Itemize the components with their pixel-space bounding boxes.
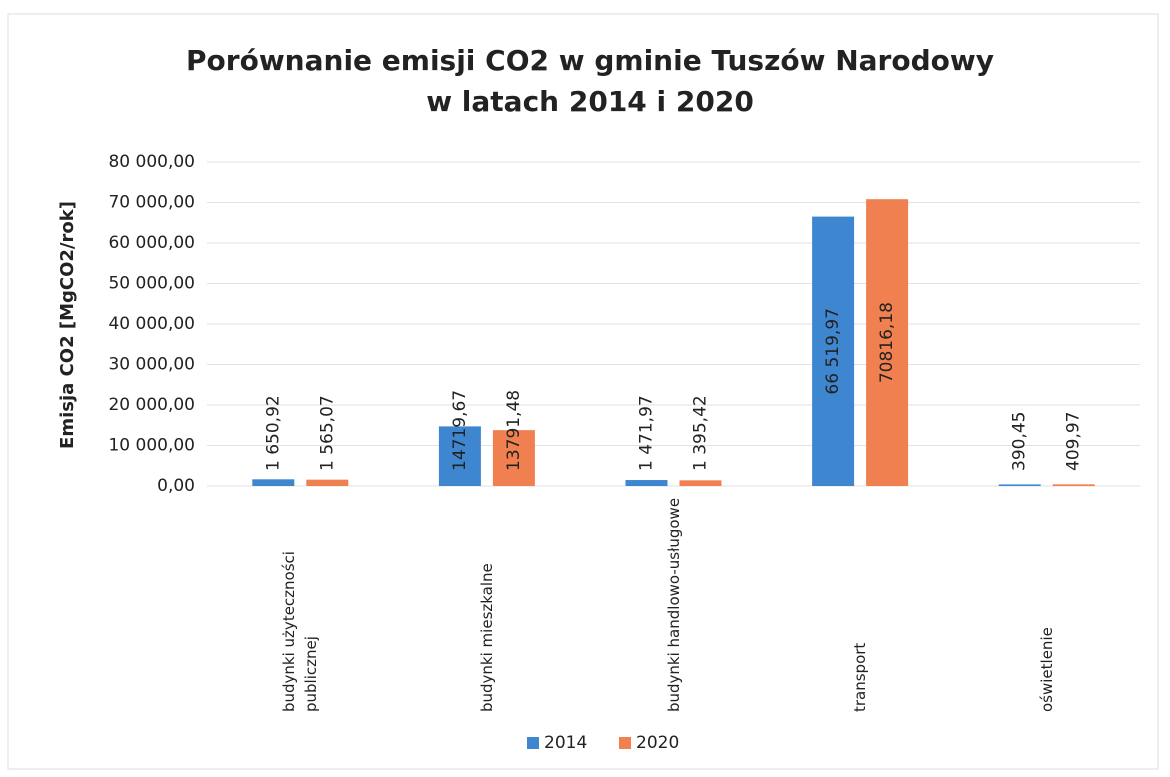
y-tick-label: 60 000,00 — [108, 233, 195, 253]
bar — [679, 480, 722, 486]
data-label: 70816,18 — [877, 302, 897, 383]
bar — [625, 480, 668, 486]
x-tick-label: budynki handlowo-usługowe — [664, 497, 683, 712]
bar — [438, 426, 481, 486]
y-tick-label: 0,00 — [157, 476, 195, 496]
data-label: 409,97 — [1064, 412, 1084, 471]
legend-swatch — [527, 737, 539, 749]
data-label: 1 565,07 — [317, 395, 337, 471]
data-label: 1 395,42 — [691, 395, 711, 471]
y-tick-label: 10 000,00 — [108, 436, 195, 456]
data-label: 14719,67 — [450, 390, 470, 471]
bar — [998, 484, 1041, 486]
x-tick-label: budynki mieszkalne — [477, 563, 496, 712]
y-tick-label: 30 000,00 — [108, 355, 195, 375]
chart-title: Porównanie emisji CO2 w gminie Tuszów Na… — [186, 44, 994, 77]
bar — [1052, 484, 1095, 486]
legend-label: 2020 — [636, 733, 679, 753]
x-tick-label: transport — [851, 642, 870, 712]
data-label: 1 471,97 — [637, 395, 657, 471]
y-tick-label: 70 000,00 — [108, 193, 195, 213]
y-tick-label: 80 000,00 — [108, 152, 195, 172]
y-tick-label: 50 000,00 — [108, 274, 195, 294]
bar — [306, 479, 349, 486]
bar — [492, 430, 535, 486]
y-tick-label: 20 000,00 — [108, 395, 195, 415]
legend-label: 2014 — [544, 733, 587, 753]
y-axis-label: Emisja CO2 [MgCO2/rok] — [57, 201, 78, 449]
data-label: 66 519,97 — [823, 308, 843, 395]
y-tick-label: 40 000,00 — [108, 314, 195, 334]
bar — [812, 216, 855, 486]
data-label: 390,45 — [1010, 412, 1030, 471]
bar — [866, 199, 909, 487]
chart-title: w latach 2014 i 2020 — [426, 85, 754, 118]
data-label: 13791,48 — [504, 390, 524, 471]
x-tick-label: budynki użyteczności publicznej — [280, 551, 321, 712]
x-tick-label: oświetlenie — [1037, 627, 1056, 712]
bar — [252, 479, 295, 486]
chart-frame — [7, 13, 1159, 770]
data-label: 1 650,92 — [263, 395, 283, 471]
legend-swatch — [619, 737, 631, 749]
